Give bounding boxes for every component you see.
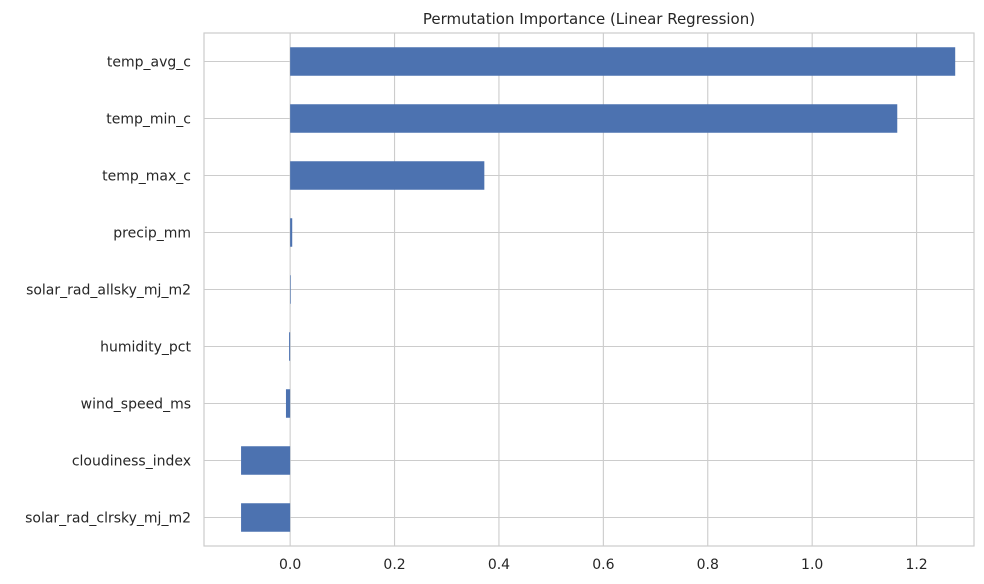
- y-tick-label: cloudiness_index: [72, 454, 191, 470]
- y-tick-labels: temp_avg_c temp_min_c temp_max_c precip_mms…: [25, 55, 191, 527]
- bar-precip-mm: [290, 218, 293, 247]
- y-tick-label: temp_avg_c: [107, 55, 191, 71]
- bar-wind-speed-ms: [285, 389, 291, 418]
- bar-temp-min-c: [290, 104, 898, 133]
- bar-layer: [241, 47, 956, 532]
- bar-solar-rad-allsky-mj-m2: [290, 275, 291, 304]
- x-tick-label: 0.6: [592, 557, 614, 573]
- y-tick-label: solar_rad_allsky_mj_m2: [26, 283, 191, 299]
- y-tick-label: solar_rad_clrsky_mj_m2: [25, 511, 191, 527]
- y-tick-label: temp_max_c: [102, 169, 191, 185]
- x-tick-labels: 0.0 0.2 0.4 0.6 0.8 1.0 1.2: [279, 557, 928, 573]
- x-tick-label: 0.0: [279, 557, 301, 573]
- bar-humidity-pct: [289, 332, 291, 361]
- x-tick-label: 0.8: [697, 557, 719, 573]
- x-tick-label: 1.0: [801, 557, 823, 573]
- x-tick-label: 0.4: [488, 557, 510, 573]
- y-tick-label: temp_min_c: [106, 112, 191, 128]
- y-tick-label: precip_mm: [113, 226, 191, 242]
- plot-frame: [203, 32, 975, 547]
- chart-title: Permutation Importance (Linear Regressio…: [423, 10, 755, 28]
- x-tick-label: 1.2: [905, 557, 927, 573]
- x-tick-label: 0.2: [383, 557, 405, 573]
- bar-cloudiness-index: [241, 446, 291, 475]
- y-tick-label: wind_speed_ms: [81, 397, 191, 413]
- y-tick-label: humidity_pct: [100, 340, 191, 356]
- bar-solar-rad-clrsky-mj-m2: [241, 503, 291, 532]
- bar-temp-max-c: [290, 161, 485, 190]
- bar-temp-avg-c: [290, 47, 956, 76]
